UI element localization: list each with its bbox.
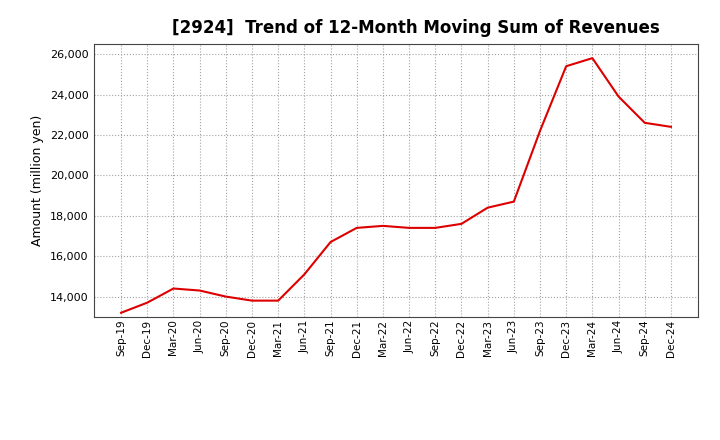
Text: [2924]  Trend of 12-Month Moving Sum of Revenues: [2924] Trend of 12-Month Moving Sum of R… [172, 19, 660, 37]
Y-axis label: Amount (million yen): Amount (million yen) [32, 115, 45, 246]
